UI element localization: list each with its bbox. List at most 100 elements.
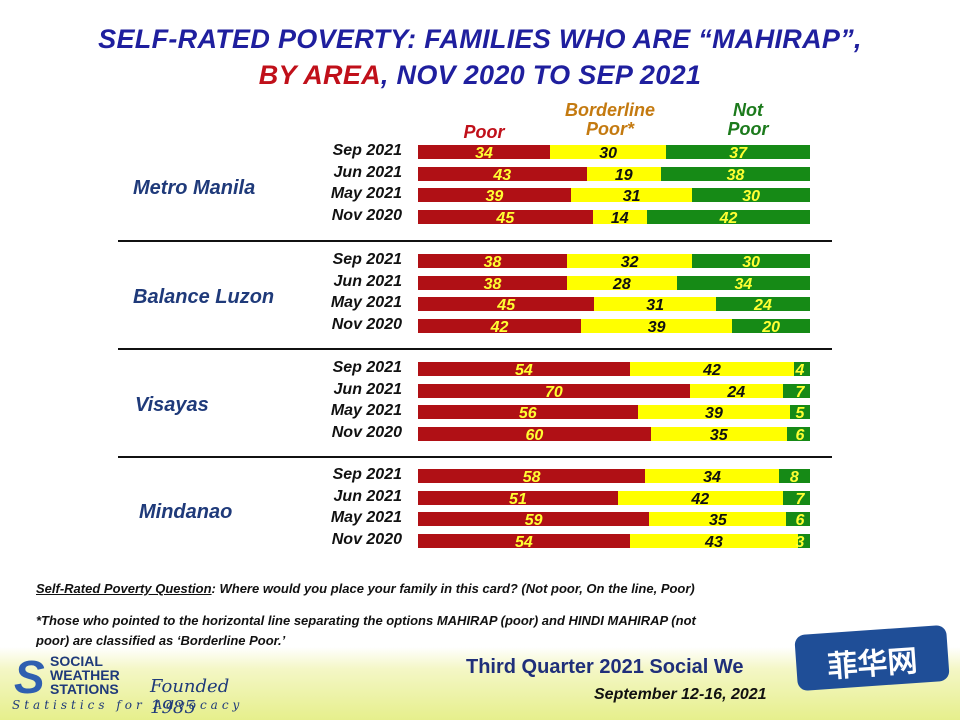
- bar-value-label: 39: [705, 405, 723, 422]
- bar-value-label: 45: [497, 297, 516, 314]
- survey-title: Third Quarter 2021 Social We: [466, 656, 744, 678]
- bar-value-label: 24: [754, 297, 772, 314]
- bar-borderline: [549, 145, 667, 159]
- footnote-borderline-line2: poor) are classified as ‘Borderline Poor…: [36, 633, 286, 648]
- bar-poor: [418, 254, 567, 268]
- bar-value-label: 59: [524, 512, 543, 529]
- watermark-badge: 菲华网: [794, 624, 950, 692]
- bar-borderline: [637, 405, 791, 419]
- bar-poor: [418, 490, 618, 505]
- bar-value-label: 35: [709, 426, 728, 444]
- bar-value-label: 31: [646, 297, 665, 314]
- row-date-label: Jun 2021: [333, 272, 402, 290]
- bar-value-label: 51: [509, 490, 527, 508]
- bar-borderline: [649, 512, 787, 526]
- legend-notpoor-line1: Not: [733, 100, 763, 120]
- bar-poor: [418, 383, 690, 398]
- bar-poor: [418, 362, 630, 376]
- bar-not-poor: [798, 533, 810, 548]
- bar-poor: [418, 275, 567, 290]
- row-date-label: Sep 2021: [332, 251, 402, 268]
- bar-value-label: 30: [742, 188, 761, 205]
- logo-line1: SOCIAL: [50, 653, 103, 669]
- bar-not-poor: [692, 188, 810, 202]
- bar-poor: [418, 405, 638, 419]
- bar-borderline: [645, 469, 779, 483]
- bar-value-label: 54: [514, 533, 533, 551]
- bar-borderline: [566, 275, 677, 290]
- group-label: Balance Luzon: [133, 286, 275, 308]
- bar-poor: [418, 188, 571, 202]
- bar-value-label: 45: [496, 209, 515, 227]
- bar-not-poor: [676, 275, 810, 290]
- bar-not-poor: [666, 145, 810, 159]
- bar-not-poor: [692, 254, 810, 268]
- bar-not-poor: [732, 318, 810, 333]
- logo-line2: WEATHER: [50, 667, 120, 683]
- footnote-borderline-line1: *Those who pointed to the horizontal lin…: [36, 613, 696, 628]
- bar-value-label: 70: [544, 383, 563, 401]
- bar-value-label: 54: [514, 362, 533, 379]
- bar-value-label: 38: [483, 275, 502, 293]
- bar-not-poor: [786, 512, 810, 526]
- logo-line3: STATIONS: [50, 681, 119, 697]
- group-label: Mindanao: [139, 501, 233, 523]
- bar-not-poor: [782, 383, 810, 398]
- bar-borderline: [594, 297, 716, 311]
- bar-value-label: 42: [719, 209, 738, 227]
- sws-logo: S SOCIAL WEATHER STATIONS Founded 1985 S…: [10, 651, 260, 718]
- group-separator: [118, 456, 832, 458]
- bar-poor: [418, 512, 650, 526]
- row-date-label: Nov 2020: [331, 530, 402, 548]
- row-date-label: Jun 2021: [333, 487, 402, 505]
- chart-title-line2: BY AREA, NOV 2020 TO SEP 2021: [0, 60, 960, 91]
- survey-dates: September 12-16, 2021: [594, 686, 767, 703]
- bar-not-poor: [646, 209, 810, 224]
- bar-poor: [418, 533, 630, 548]
- bar-not-poor: [794, 362, 810, 376]
- bar-value-label: 8: [789, 469, 799, 486]
- bar-value-label: 39: [485, 188, 504, 205]
- bar-value-label: 34: [703, 469, 721, 486]
- bar-value-label: 6: [795, 426, 805, 444]
- watermark-text: 菲华网: [826, 643, 919, 686]
- bar-not-poor: [790, 405, 810, 419]
- bar-value-label: 6: [795, 512, 805, 529]
- bar-value-label: 31: [622, 188, 641, 205]
- footnote-question: Self-Rated Poverty Question: Where would…: [36, 578, 695, 599]
- legend-poor: Poor: [463, 122, 505, 142]
- bar-value-label: 7: [795, 383, 805, 401]
- row-date-label: Nov 2020: [331, 315, 402, 333]
- bar-value-label: 24: [727, 383, 746, 401]
- footnote-question-label: Self-Rated Poverty Question: [36, 581, 212, 596]
- bar-poor: [418, 426, 651, 441]
- bar-not-poor: [661, 166, 810, 181]
- row-date-label: May 2021: [330, 185, 402, 202]
- bar-value-label: 39: [647, 318, 666, 336]
- bar-value-label: 43: [705, 533, 723, 551]
- bar-value-label: 35: [708, 512, 727, 529]
- bar-value-label: 20: [762, 318, 781, 336]
- bar-value-label: 38: [726, 166, 745, 184]
- title-date-range: , NOV 2020 TO SEP 2021: [380, 60, 702, 90]
- bar-borderline: [650, 426, 787, 441]
- bar-borderline: [689, 383, 783, 398]
- bar-poor: [418, 209, 593, 224]
- row-date-label: Jun 2021: [333, 380, 402, 398]
- bar-value-label: 60: [525, 426, 544, 444]
- bar-poor: [418, 166, 587, 181]
- legend-notpoor-line2: Poor: [727, 119, 769, 139]
- bar-value-label: 5: [795, 405, 805, 422]
- legend-borderline-line1: Borderline: [564, 100, 656, 120]
- bar-borderline: [570, 188, 693, 202]
- bar-value-label: 34: [734, 275, 753, 293]
- group-separator: [118, 348, 832, 350]
- bar-poor: [418, 469, 646, 483]
- bar-value-label: 7: [795, 490, 805, 508]
- bar-value-label: 42: [703, 362, 721, 379]
- bar-value-label: 30: [742, 254, 761, 271]
- bar-value-label: 42: [490, 318, 509, 336]
- sws-s-icon: S: [14, 651, 45, 703]
- bar-value-label: 37: [729, 145, 748, 162]
- bar-borderline: [566, 254, 693, 268]
